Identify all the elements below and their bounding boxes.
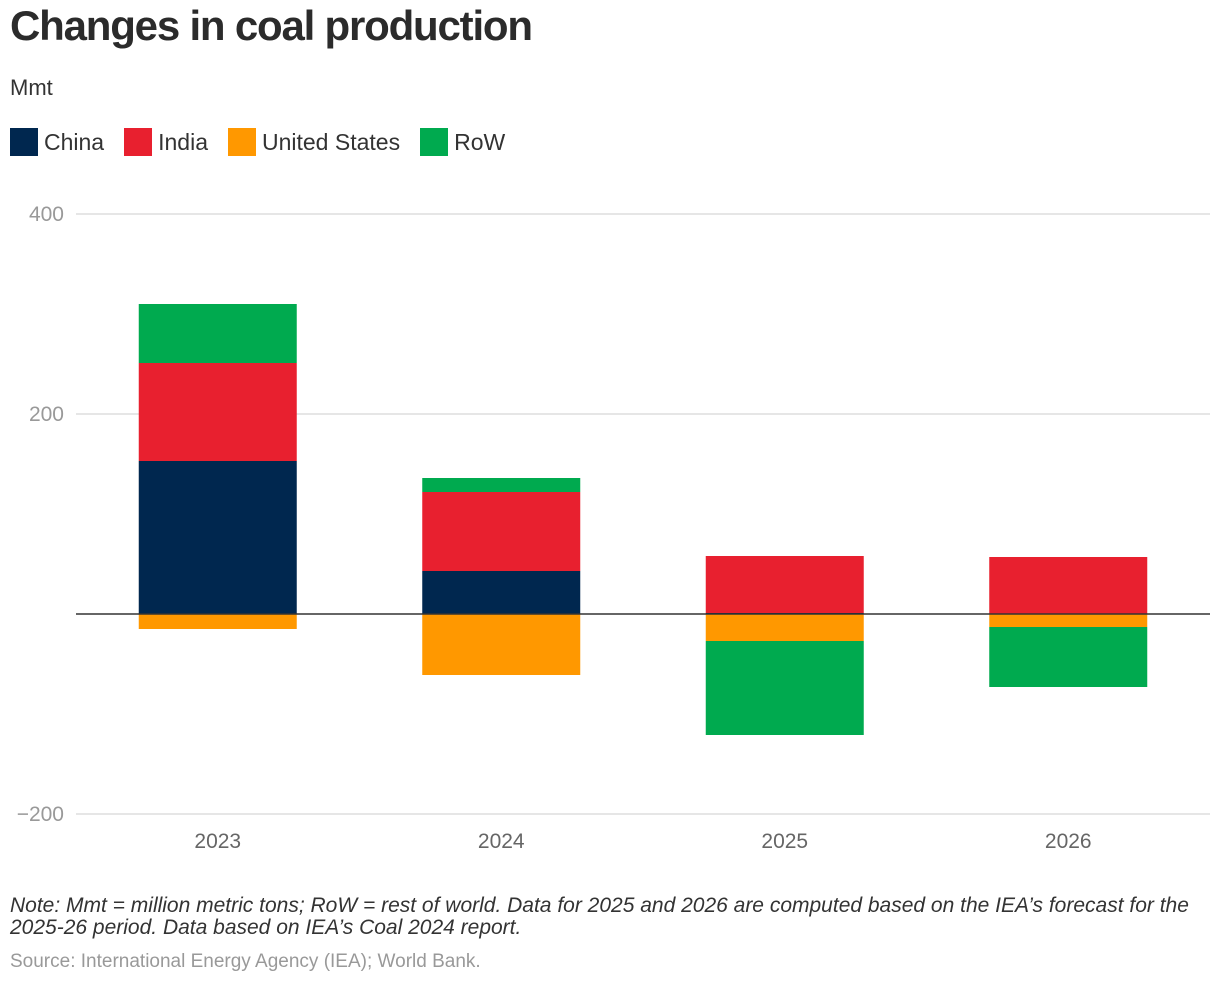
y-tick-label: 200 xyxy=(29,403,64,426)
x-tick-label: 2023 xyxy=(194,830,241,853)
chart-title: Changes in coal production xyxy=(10,2,533,49)
legend-item-united-states: United States xyxy=(227,128,401,156)
x-tick-label: 2026 xyxy=(1045,830,1092,853)
bar-row-2026 xyxy=(989,627,1148,687)
bar-china-2024 xyxy=(422,571,581,614)
legend: China India United States RoW xyxy=(10,128,525,156)
legend-swatch-india xyxy=(124,128,153,156)
legend-label-china: China xyxy=(44,128,105,155)
x-tick-label: 2024 xyxy=(478,830,525,853)
bar-india-2024 xyxy=(422,492,581,571)
legend-label-united-states: United States xyxy=(261,128,401,155)
legend-swatch-row xyxy=(420,128,449,156)
bar-row-2024 xyxy=(422,478,581,492)
bar-india-2023 xyxy=(138,363,297,461)
unit-label: Mmt xyxy=(10,75,53,100)
bar-india-2026 xyxy=(989,557,1148,614)
y-tick-label: −200 xyxy=(17,803,64,826)
axis-labels: 400 200 −200 2023 2024 2025 2026 xyxy=(17,203,1092,853)
legend-item-china: China xyxy=(10,128,104,156)
bar-row-2023 xyxy=(138,304,297,363)
legend-swatch-united-states xyxy=(227,128,256,156)
bar-chart: 400 200 −200 2023 2024 2025 2026 xyxy=(17,203,1210,853)
bar-india-2025 xyxy=(705,556,864,613)
chart-note: Note: Mmt = million metric tons; RoW = r… xyxy=(10,894,1189,939)
y-tick-label: 400 xyxy=(29,203,64,226)
legend-label-row: RoW xyxy=(454,128,506,155)
bar-united-states-2026 xyxy=(989,614,1148,627)
legend-label-india: India xyxy=(158,128,208,155)
bar-china-2023 xyxy=(138,461,297,614)
bars xyxy=(138,304,1148,735)
legend-swatch-china xyxy=(10,128,38,156)
bar-row-2025 xyxy=(705,641,864,735)
x-tick-label: 2025 xyxy=(761,830,808,853)
bar-united-states-2023 xyxy=(138,614,297,629)
bar-united-states-2025 xyxy=(705,614,864,641)
legend-item-india: India xyxy=(124,128,208,156)
legend-item-row: RoW xyxy=(420,128,505,156)
bar-united-states-2024 xyxy=(422,614,581,675)
chart-source: Source: International Energy Agency (IEA… xyxy=(10,951,481,972)
